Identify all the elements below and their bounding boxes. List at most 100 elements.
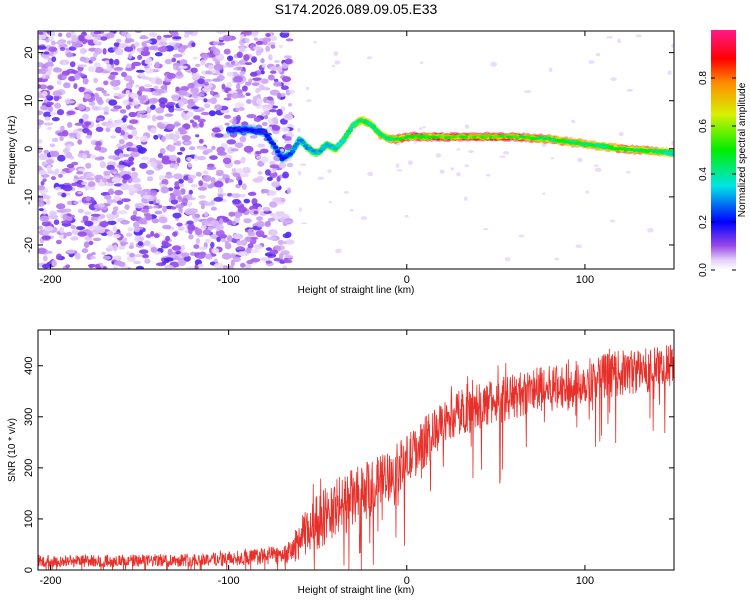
heatmap-cell — [216, 31, 226, 34]
heatmap-cell — [137, 241, 144, 246]
colorbar-tick-label: 0.2 — [698, 215, 709, 229]
heatmap-cell — [46, 198, 51, 206]
heatmap-cell — [187, 201, 193, 207]
heatmap-cell — [195, 228, 203, 236]
heatmap-cell — [227, 55, 234, 62]
heatmap-cell — [74, 252, 81, 260]
heatmap-cell — [125, 232, 133, 237]
heatmap-cell — [272, 197, 282, 203]
heatmap-cell — [276, 201, 285, 205]
heatmap-cell — [327, 169, 332, 174]
heatmap-cell — [435, 153, 442, 158]
heatmap-cell — [219, 124, 224, 131]
heatmap-cell — [54, 102, 61, 109]
heatmap-cell — [148, 205, 153, 209]
heatmap-cell — [135, 84, 140, 88]
heatmap-cell — [121, 31, 127, 37]
heatmap-cell — [139, 135, 149, 143]
heatmap-cell — [42, 90, 48, 97]
heatmap-cell — [175, 204, 184, 209]
heatmap-cell — [394, 142, 401, 146]
heatmap-cell — [240, 157, 246, 164]
heatmap-cell — [137, 110, 147, 114]
heatmap-cell — [606, 36, 614, 39]
heatmap-cell — [93, 31, 102, 35]
heatmap-cell — [135, 69, 145, 73]
heatmap-cell — [177, 259, 186, 267]
heatmap-cell — [213, 262, 224, 269]
heatmap-cell — [261, 63, 267, 68]
heatmap-cell — [56, 109, 65, 116]
heatmap-cell — [155, 78, 163, 85]
heatmap-cell — [69, 61, 76, 68]
heatmap-cell — [238, 179, 243, 186]
heatmap-cell — [149, 195, 154, 200]
heatmap-cell — [199, 121, 204, 128]
heatmap-cell — [251, 56, 257, 63]
heatmap-cell — [40, 67, 47, 75]
heatmap-cell — [221, 252, 232, 260]
heatmap-cell — [270, 44, 276, 49]
heatmap-cell — [169, 132, 175, 140]
heatmap-cell — [66, 40, 72, 45]
heatmap-cell — [255, 151, 262, 155]
heatmap-cell — [647, 228, 654, 233]
heatmap-cell — [203, 78, 213, 82]
heatmap-cell — [48, 210, 57, 217]
heatmap-cell — [107, 244, 114, 251]
heatmap-cell — [122, 99, 129, 106]
heatmap-cell — [341, 138, 347, 142]
heatmap-cell — [140, 76, 149, 80]
heatmap-cell — [320, 147, 326, 151]
heatmap-cell — [188, 228, 193, 235]
heatmap-cell — [518, 234, 525, 238]
heatmap-cell — [84, 211, 92, 215]
heatmap-cell — [95, 126, 104, 132]
heatmap-cell — [160, 85, 168, 90]
heatmap-cell — [269, 109, 277, 113]
heatmap-cell — [76, 105, 86, 110]
heatmap-cell — [128, 53, 132, 60]
heatmap-cell — [269, 249, 279, 255]
heatmap-cell — [48, 46, 58, 53]
heatmap-cell — [274, 60, 280, 63]
heatmap-cell — [124, 39, 131, 44]
heatmap-cell — [264, 221, 271, 228]
heatmap-cell — [174, 130, 181, 136]
heatmap-cell — [177, 127, 186, 132]
heatmap-cell — [84, 184, 90, 191]
heatmap-cell — [137, 147, 147, 154]
heatmap-cell — [195, 93, 205, 97]
heatmap-cell — [226, 71, 234, 77]
heatmap-cell — [239, 136, 247, 143]
heatmap-cell — [243, 198, 251, 204]
heatmap-cell — [119, 109, 127, 114]
heatmap-cell — [45, 75, 50, 80]
heatmap-cell — [198, 180, 204, 187]
heatmap-cell — [277, 154, 283, 158]
heatmap-cell — [260, 148, 269, 154]
heatmap-cell — [114, 189, 124, 196]
heatmap-cell — [167, 248, 173, 256]
heatmap-cell — [133, 210, 138, 216]
heatmap-cell — [198, 186, 208, 191]
heatmap-cell — [240, 262, 246, 268]
heatmap-cell — [261, 121, 268, 127]
heatmap-cell — [345, 132, 351, 135]
heatmap-cell — [61, 220, 71, 225]
heatmap-cell — [269, 66, 279, 71]
heatmap-cell — [178, 101, 184, 108]
heatmap-cell — [226, 193, 233, 197]
heatmap-cell — [40, 180, 45, 186]
heatmap-cell — [232, 256, 241, 263]
heatmap-cell — [224, 122, 230, 126]
heatmap-cell — [273, 145, 279, 149]
heatmap-cell — [524, 90, 532, 94]
heatmap-cell — [70, 236, 79, 241]
heatmap-cell — [137, 54, 143, 61]
heatmap-cell — [268, 190, 277, 196]
heatmap-cell — [172, 189, 183, 197]
heatmap-cell — [145, 40, 153, 44]
heatmap-cell — [151, 114, 157, 122]
